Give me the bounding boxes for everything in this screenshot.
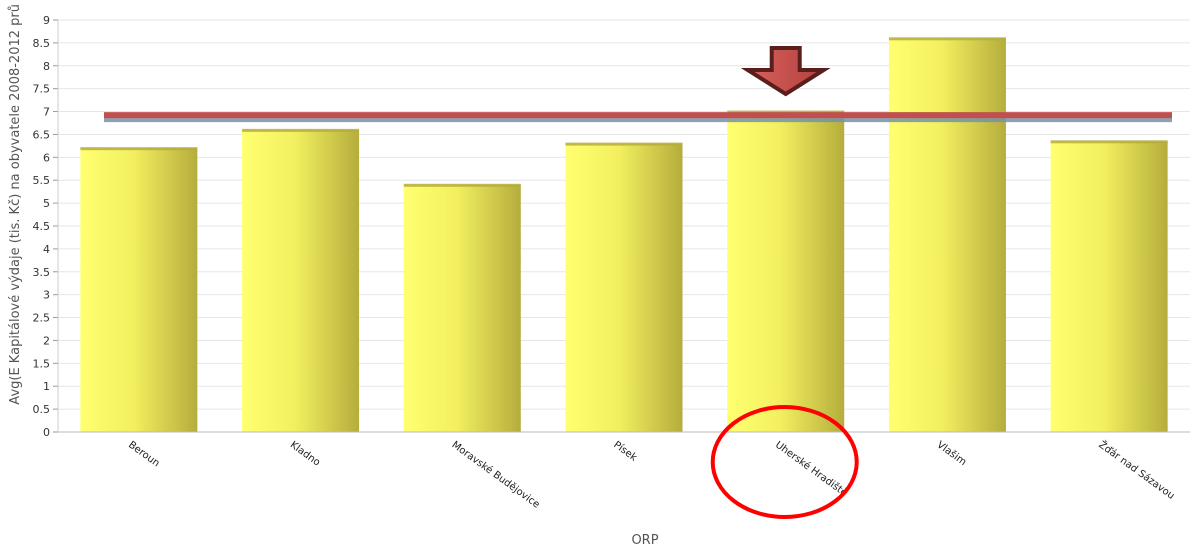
bar [80, 148, 198, 432]
highlight-circle [710, 405, 859, 519]
y-tick-label: 4 [43, 243, 50, 256]
bar-top-edge [80, 147, 198, 151]
bar [888, 38, 1006, 433]
bar-top-edge [1050, 140, 1168, 144]
y-tick-label: 5 [43, 197, 50, 210]
y-tick-label: 0.5 [33, 403, 51, 416]
y-tick-label: 7 [43, 106, 50, 119]
bar [565, 143, 683, 432]
x-tick-label: Písek [611, 439, 639, 464]
y-tick-label: 5.5 [33, 174, 51, 187]
x-axis-labels: Beroun Kladno Moravské Budějovice Písek Uher… [126, 438, 1177, 511]
bar-top-edge [727, 110, 845, 114]
x-tick-label: Žďár nad Sázavou [1096, 438, 1177, 502]
y-tick-label: 3 [43, 289, 50, 302]
y-tick-label: 3.5 [33, 266, 51, 279]
bar-top-edge [888, 37, 1006, 41]
bar [1050, 141, 1168, 433]
down-arrow-icon [740, 46, 831, 97]
x-axis-title: ORP [631, 533, 658, 547]
annotations [710, 46, 859, 519]
y-tick-label: 6.5 [33, 128, 51, 141]
y-tick-label: 8 [43, 60, 50, 73]
x-tick-label: Uherské Hradiště [773, 439, 850, 499]
y-axis-title: Avg(E Kapitálové výdaje (tis. Kč) na oby… [8, 4, 23, 405]
y-tick-label: 4.5 [33, 220, 51, 233]
y-tick-label: 1 [43, 380, 50, 393]
reference-line-shadow [104, 115, 1172, 123]
y-tick-label: 8.5 [33, 37, 51, 50]
y-tick-label: 0 [43, 426, 50, 439]
y-tick-label: 1.5 [33, 357, 51, 370]
reference-line [104, 112, 1172, 123]
bar [242, 129, 360, 432]
y-tick-label: 2 [43, 334, 50, 347]
bar-top-edge [565, 142, 683, 146]
y-tick-label: 7.5 [33, 83, 51, 96]
bars [80, 37, 1168, 433]
y-tick-label: 9 [43, 14, 50, 27]
x-tick-label: Vlašim [935, 439, 969, 468]
reference-line-bar [104, 112, 1172, 119]
x-tick-label: Moravské Budějovice [450, 439, 543, 511]
bar [403, 184, 521, 432]
bar-top-edge [242, 128, 360, 132]
bar-top-edge [403, 183, 521, 187]
x-tick-label: Kladno [288, 440, 322, 469]
x-tick-label: Beroun [126, 440, 161, 470]
y-tick-label: 2.5 [33, 312, 51, 325]
y-tick-label: 6 [43, 151, 50, 164]
bar [727, 111, 845, 433]
y-axis-ticks: 0 0.5 1 1.5 2 2.5 3 3.5 4 4.5 5 5.5 6 6.5 7 7.5 8 8.5 9 [33, 14, 58, 439]
